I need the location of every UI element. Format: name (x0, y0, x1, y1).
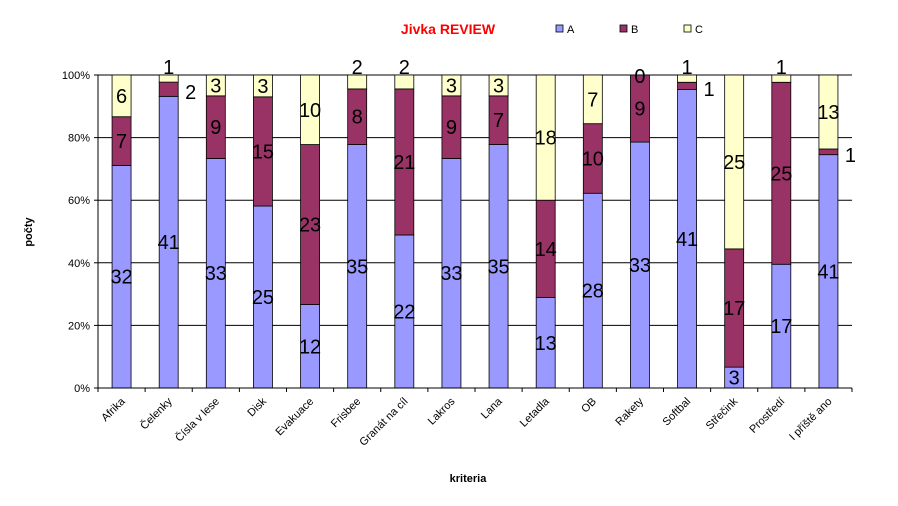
data-label: 13 (535, 333, 557, 355)
bar-segment-b (158, 81, 179, 97)
bar-segment-c (347, 74, 368, 90)
data-label: 22 (393, 301, 415, 323)
chart-title: Jivka REVIEW (401, 21, 496, 37)
data-label: 13 (817, 102, 839, 124)
y-tick-label: 0% (74, 383, 90, 395)
data-label: 3 (257, 76, 268, 98)
bar-segment-c (818, 74, 839, 150)
data-label: 21 (393, 152, 415, 174)
data-label: 6 (116, 86, 127, 108)
data-label: 9 (634, 99, 645, 121)
bar-segment-c (724, 74, 745, 250)
data-label: 2 (399, 57, 410, 79)
data-label: 32 (110, 267, 132, 289)
legend-label-a: A (567, 24, 575, 36)
bar-segment-c (300, 74, 320, 145)
data-label: 3 (446, 75, 457, 97)
bar-segment-c (394, 74, 415, 90)
data-label: 12 (299, 336, 321, 358)
bar-segment-c (771, 74, 792, 83)
data-label: 8 (352, 107, 363, 129)
data-label: 33 (629, 255, 651, 277)
bar-segment-c (253, 74, 273, 98)
data-label: 35 (487, 256, 509, 278)
data-label: 0 (634, 66, 645, 88)
data-label: 2 (352, 57, 363, 79)
y-tick-label: 80% (68, 133, 90, 145)
bar-segment-b (677, 81, 697, 90)
data-label: 3 (729, 368, 740, 390)
data-label: 17 (723, 298, 745, 320)
bar-segment-b (630, 74, 650, 143)
y-tick-label: 60% (68, 195, 90, 207)
data-label: 10 (299, 100, 321, 122)
bar-segment-c (677, 74, 697, 83)
data-label: 41 (817, 261, 839, 283)
data-label: 18 (535, 128, 557, 150)
data-label: 23 (299, 215, 321, 237)
legend-swatch-b (619, 24, 628, 33)
data-label: 9 (446, 117, 457, 139)
data-label: 7 (493, 110, 504, 132)
data-label: 1 (682, 57, 693, 79)
data-label: 10 (582, 148, 604, 170)
data-label: 28 (582, 281, 604, 303)
y-tick-label: 100% (62, 70, 90, 82)
data-label: 3 (493, 75, 504, 97)
x-axis-title: kriteria (450, 473, 488, 485)
y-tick-label: 40% (68, 258, 90, 270)
data-labels: 3276412133932515312231035822221233933573… (110, 57, 856, 390)
bar-segment-c (441, 74, 462, 97)
legend-label-c: C (695, 24, 703, 36)
bar-segment-c (205, 74, 226, 97)
data-label: 1 (845, 145, 856, 167)
data-label: 1 (704, 79, 715, 101)
y-tick-label: 20% (68, 320, 90, 332)
data-label: 14 (535, 239, 557, 261)
y-axis-title: počty (23, 216, 35, 246)
data-label: 41 (676, 229, 698, 251)
data-label: 25 (723, 152, 745, 174)
bars (111, 74, 839, 389)
data-label: 1 (163, 57, 174, 79)
legend-label-b: B (631, 24, 638, 36)
bar-segment-b (818, 148, 839, 156)
data-label: 15 (252, 141, 274, 163)
data-label: 2 (185, 82, 196, 104)
bar-segment-c (158, 74, 179, 83)
data-label: 3 (210, 75, 221, 97)
legend: A B C (555, 24, 703, 36)
bar-segment-c (582, 74, 603, 125)
legend-swatch-a (555, 24, 564, 33)
data-label: 41 (158, 232, 180, 254)
data-label: 1 (776, 57, 787, 79)
data-label: 25 (252, 287, 274, 309)
data-label: 7 (116, 131, 127, 153)
data-label: 17 (770, 316, 792, 338)
data-label: 25 (770, 163, 792, 185)
data-label: 7 (587, 89, 598, 111)
data-label: 35 (346, 256, 368, 278)
bar-segment-c (111, 74, 132, 118)
data-label: 33 (205, 263, 227, 285)
legend-swatch-c (683, 24, 692, 33)
data-label: 9 (210, 117, 221, 139)
bar-segment-c (535, 74, 556, 201)
data-label: 33 (440, 263, 462, 285)
bar-segment-c (488, 74, 509, 97)
